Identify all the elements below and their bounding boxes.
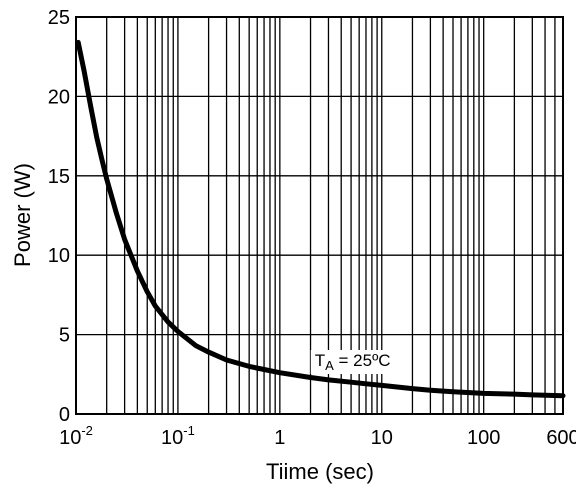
y-tick-labels: 0 5 10 15 20 25 xyxy=(48,7,70,426)
y-tick-label: 5 xyxy=(59,325,70,347)
x-tick-base: 10 xyxy=(161,427,183,449)
annotation-subscript: A xyxy=(325,358,334,373)
x-tick-base: 600 xyxy=(546,427,576,449)
x-axis-title: Tiime (sec) xyxy=(266,459,374,484)
y-tick-label: 10 xyxy=(48,245,70,267)
plot-frame xyxy=(75,16,564,415)
x-tick-label: 1 xyxy=(274,427,285,449)
y-tick-label: 15 xyxy=(48,166,70,188)
power-curve xyxy=(75,39,566,399)
x-tick-label: 600 xyxy=(546,427,576,449)
annotation-prefix: T xyxy=(315,351,325,370)
x-tick-label: 10-2 xyxy=(59,423,93,449)
temperature-annotation: TA = 25ºC xyxy=(310,350,395,375)
x-tick-base: 10 xyxy=(371,427,393,449)
x-tick-label: 10 xyxy=(371,427,393,449)
y-axis-title: Power (W) xyxy=(10,163,35,267)
annotation-text: TA = 25ºC xyxy=(315,351,391,373)
grid xyxy=(76,17,563,414)
x-tick-label: 10-1 xyxy=(161,423,195,449)
x-tick-label: 100 xyxy=(467,427,500,449)
annotation-background xyxy=(310,350,395,375)
y-tick-label: 25 xyxy=(48,7,70,29)
x-tick-labels: 10-2 10-1 1 10 100 600 xyxy=(59,423,576,449)
x-tick-base: 10 xyxy=(59,427,81,449)
y-tick-label: 20 xyxy=(48,86,70,108)
annotation-value: = 25ºC xyxy=(334,351,391,370)
x-tick-exponent: -1 xyxy=(183,423,195,438)
x-tick-base: 1 xyxy=(274,427,285,449)
y-tick-label: 0 xyxy=(59,404,70,426)
x-tick-exponent: -2 xyxy=(81,423,93,438)
x-tick-base: 100 xyxy=(467,427,500,449)
